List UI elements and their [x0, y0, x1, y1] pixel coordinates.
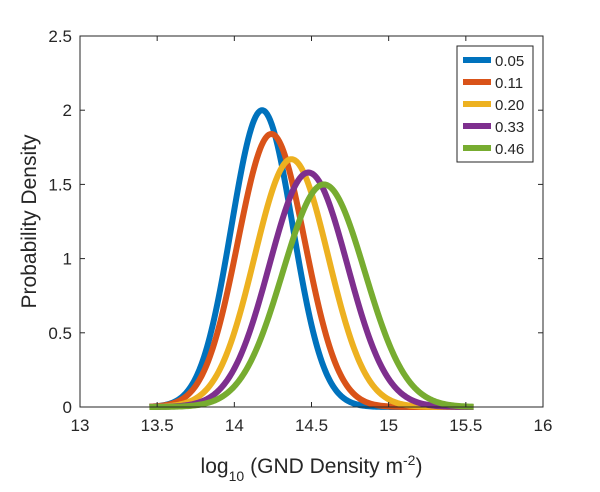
- legend-label: 0.33: [495, 119, 524, 136]
- series-line-0.05: [147, 107, 476, 410]
- y-tick-label: 2.5: [48, 27, 72, 46]
- y-tick-label: 2: [63, 101, 72, 120]
- x-axis-label-subscript: 10: [229, 468, 245, 484]
- x-tick-label: 16: [534, 416, 553, 435]
- y-tick-label: 1.5: [48, 175, 72, 194]
- legend: 0.05 0.11 0.20 0.33 0.46: [456, 45, 534, 163]
- x-axis-label: log10 (GND Density m-2): [201, 452, 423, 484]
- series-line-0.46: [147, 181, 476, 410]
- x-tick-label: 14.5: [295, 416, 328, 435]
- x-tick-label: 15: [379, 416, 398, 435]
- legend-label: 0.05: [495, 53, 524, 70]
- legend-label: 0.11: [495, 75, 523, 92]
- legend-label: 0.20: [495, 97, 524, 114]
- x-tick-label: 15.5: [449, 416, 482, 435]
- legend-label: 0.46: [495, 141, 524, 158]
- series-line-0.33: [147, 169, 476, 410]
- x-axis-label-main: log: [201, 455, 229, 478]
- x-tick-label: 13.5: [141, 416, 174, 435]
- x-tick-label: 14: [225, 416, 244, 435]
- x-axis-label-superscript: -2: [403, 452, 416, 468]
- y-axis-label: Probability Density: [18, 134, 41, 308]
- y-tick-label: 0: [63, 398, 72, 417]
- y-tick-label: 0.5: [48, 324, 72, 343]
- ticks-layer: 13 13.5 14 14.5 15 15.5 16 0 0.5 1 1.5 2 2.5: [48, 27, 552, 435]
- x-axis-label-text: (GND Density m: [250, 455, 403, 478]
- y-tick-label: 1: [63, 250, 72, 269]
- x-tick-label: 13: [71, 416, 90, 435]
- x-axis-label-close: ): [415, 455, 422, 478]
- curves-layer: [147, 107, 476, 410]
